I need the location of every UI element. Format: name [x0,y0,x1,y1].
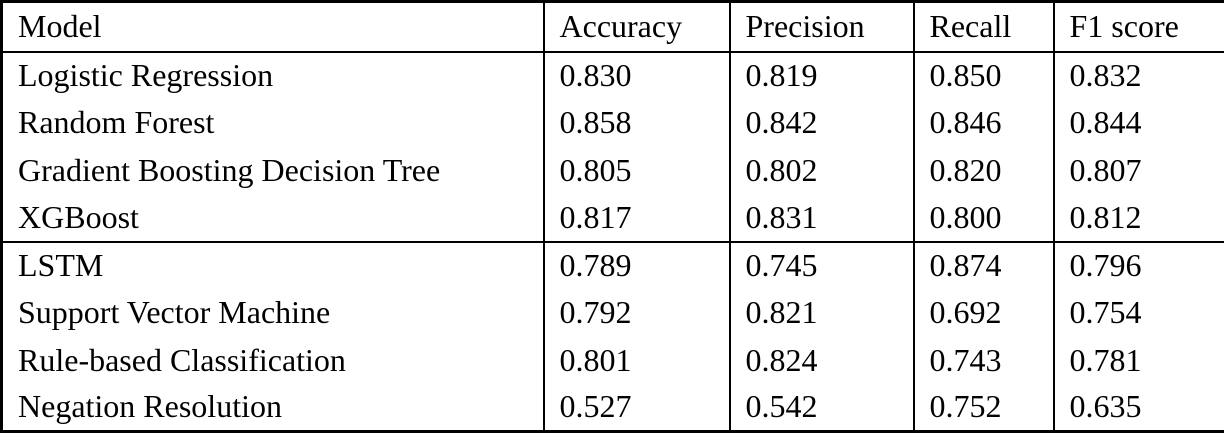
cell-recall: 0.850 [912,51,1054,99]
cell-recall: 0.800 [912,194,1054,242]
cell-recall: 0.820 [912,146,1054,194]
cell-precision: 0.821 [728,289,914,337]
cell-model: Support Vector Machine [18,294,331,331]
table-row: XGBoost 0.817 0.831 0.800 0.812 [2,194,1224,242]
table-header: Model Accuracy Precision Recall F1 score [1,1,1224,52]
cell-accuracy: 0.858 [542,99,730,147]
table-row: Random Forest 0.858 0.842 0.846 0.844 [2,99,1224,147]
column-header-model: Model [18,8,102,45]
cell-accuracy: 0.805 [542,146,730,194]
column-header-recall: Recall [912,1,1054,52]
cell-model: Rule-based Classification [18,341,346,378]
cell-f1-score: 0.832 [1052,51,1224,99]
cell-model: Gradient Boosting Decision Tree [18,151,441,188]
table-body: Logistic Regression 0.830 0.819 0.850 0.… [1,51,1224,432]
cell-model: Random Forest [18,104,215,141]
cell-precision: 0.745 [728,241,914,289]
cell-accuracy: 0.789 [542,241,730,289]
cell-model: Logistic Regression [18,57,274,94]
cell-precision: 0.819 [728,51,914,99]
cell-accuracy: 0.817 [542,194,730,242]
cell-accuracy: 0.830 [542,51,730,99]
cell-recall: 0.874 [912,241,1054,289]
cell-recall: 0.846 [912,99,1054,147]
cell-recall: 0.692 [912,289,1054,337]
table-row: Gradient Boosting Decision Tree 0.805 0.… [2,146,1224,194]
cell-precision: 0.802 [728,146,914,194]
cell-recall: 0.743 [912,336,1054,384]
cell-f1-score: 0.812 [1052,194,1224,242]
cell-accuracy: 0.527 [542,384,730,432]
cell-model: Negation Resolution [18,388,282,425]
cell-f1-score: 0.807 [1052,146,1224,194]
column-header-accuracy: Accuracy [542,1,730,52]
cell-f1-score: 0.844 [1052,99,1224,147]
cell-accuracy: 0.792 [542,289,730,337]
cell-f1-score: 0.754 [1052,289,1224,337]
cell-precision: 0.831 [728,194,914,242]
cell-recall: 0.752 [912,384,1054,432]
table-row: LSTM 0.789 0.745 0.874 0.796 [1,241,1224,289]
table-row: Logistic Regression 0.830 0.819 0.850 0.… [2,51,1224,99]
cell-precision: 0.842 [728,99,914,147]
cell-f1-score: 0.635 [1052,384,1224,432]
table-row: Negation Resolution 0.527 0.542 0.752 0.… [2,384,1224,432]
table-row: Support Vector Machine 0.792 0.821 0.692… [2,289,1224,337]
column-header-f1-score: F1 score [1052,1,1224,52]
cell-accuracy: 0.801 [542,336,730,384]
table-row: Rule-based Classification 0.801 0.824 0.… [2,336,1224,384]
cell-precision: 0.542 [728,384,914,432]
header-row: Model Accuracy Precision Recall F1 score [1,1,1224,52]
cell-precision: 0.824 [728,336,914,384]
cell-f1-score: 0.781 [1052,336,1224,384]
column-header-precision: Precision [728,1,914,52]
cell-model: XGBoost [18,198,139,235]
cell-model: LSTM [18,247,104,284]
cell-f1-score: 0.796 [1052,241,1224,289]
